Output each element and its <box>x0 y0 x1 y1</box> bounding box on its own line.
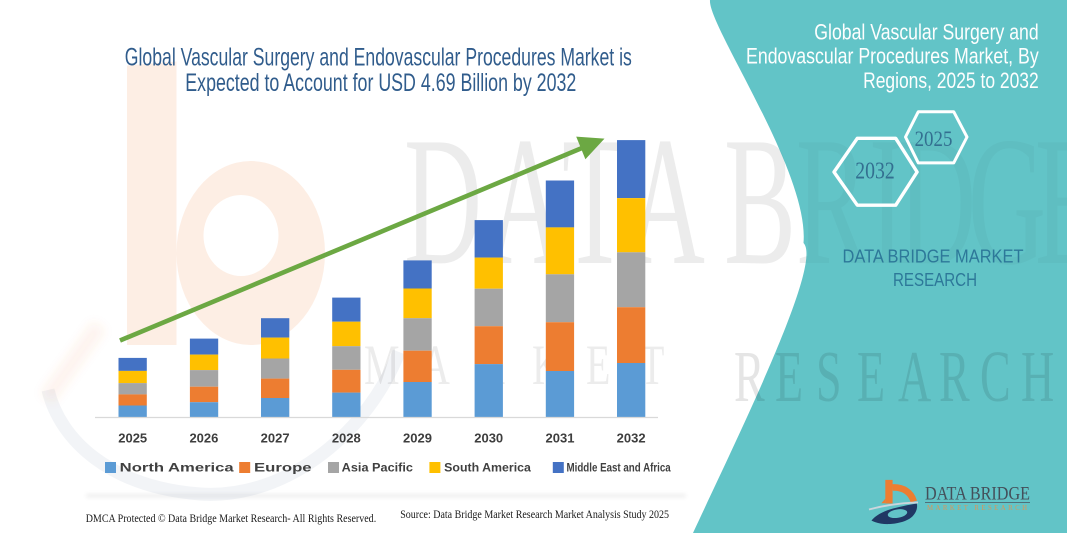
svg-text:2025: 2025 <box>915 126 953 151</box>
svg-text:2025: 2025 <box>118 431 147 446</box>
svg-text:Expected to Account for USD 4.: Expected to Account for USD 4.69 Billion… <box>185 69 576 97</box>
svg-text:Regions, 2025 to 2032: Regions, 2025 to 2032 <box>863 68 1039 93</box>
svg-text:2027: 2027 <box>261 431 290 446</box>
svg-text:2032: 2032 <box>617 431 646 446</box>
svg-text:Asia Pacific: Asia Pacific <box>342 461 414 475</box>
svg-text:MARKET RESEARCH: MARKET RESEARCH <box>927 505 1027 512</box>
svg-text:2030: 2030 <box>474 431 503 446</box>
svg-text:Middle East and Africa: Middle East and Africa <box>567 461 671 475</box>
svg-text:2028: 2028 <box>332 431 361 446</box>
svg-text:DATA BRIDGE MARKET: DATA BRIDGE MARKET <box>843 246 1024 267</box>
svg-text:Europe: Europe <box>254 461 312 475</box>
svg-text:Global Vascular Surgery and En: Global Vascular Surgery and Endovascular… <box>125 44 632 72</box>
svg-text:2026: 2026 <box>189 431 218 446</box>
svg-text:2029: 2029 <box>403 431 432 446</box>
svg-text:South America: South America <box>444 461 531 475</box>
svg-text:RESEARCH: RESEARCH <box>893 269 977 290</box>
svg-text:North America: North America <box>120 461 234 475</box>
svg-text:Global Vascular Surgery and: Global Vascular Surgery and <box>814 19 1038 44</box>
svg-text:2031: 2031 <box>546 431 575 446</box>
svg-text:Endovascular Procedures Market: Endovascular Procedures Market, By <box>746 44 1039 69</box>
svg-text:DATA BRIDGE: DATA BRIDGE <box>925 485 1030 505</box>
svg-text:DMCA Protected © Data Bridge M: DMCA Protected © Data Bridge Market Rese… <box>86 513 377 525</box>
svg-text:Source: Data Bridge Market Res: Source: Data Bridge Market Research Mark… <box>400 509 669 521</box>
svg-text:2032: 2032 <box>855 159 894 185</box>
